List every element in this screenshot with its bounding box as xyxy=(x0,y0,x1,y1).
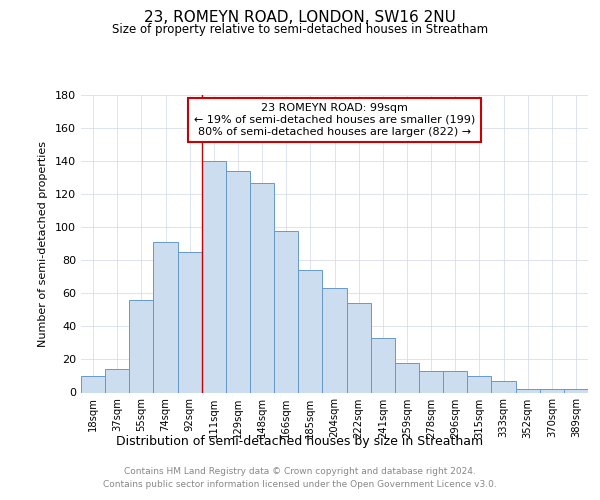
Bar xyxy=(540,389,564,392)
Text: Size of property relative to semi-detached houses in Streatham: Size of property relative to semi-detach… xyxy=(112,22,488,36)
Text: Distribution of semi-detached houses by size in Streatham: Distribution of semi-detached houses by … xyxy=(116,435,484,448)
Text: 23, ROMEYN ROAD, LONDON, SW16 2NU: 23, ROMEYN ROAD, LONDON, SW16 2NU xyxy=(144,10,456,25)
Text: 23 ROMEYN ROAD: 99sqm
← 19% of semi-detached houses are smaller (199)
80% of sem: 23 ROMEYN ROAD: 99sqm ← 19% of semi-deta… xyxy=(194,104,475,136)
Bar xyxy=(129,300,154,392)
Bar xyxy=(395,363,419,392)
Bar xyxy=(419,371,443,392)
Bar xyxy=(322,288,347,393)
Bar xyxy=(250,182,274,392)
Text: Contains public sector information licensed under the Open Government Licence v3: Contains public sector information licen… xyxy=(103,480,497,489)
Bar xyxy=(81,376,105,392)
Bar xyxy=(515,389,540,392)
Bar xyxy=(202,161,226,392)
Bar xyxy=(467,376,491,392)
Bar xyxy=(178,252,202,392)
Bar xyxy=(274,230,298,392)
Bar xyxy=(154,242,178,392)
Bar xyxy=(226,171,250,392)
Bar xyxy=(564,389,588,392)
Bar xyxy=(491,381,515,392)
Text: Contains HM Land Registry data © Crown copyright and database right 2024.: Contains HM Land Registry data © Crown c… xyxy=(124,468,476,476)
Bar xyxy=(105,370,129,392)
Y-axis label: Number of semi-detached properties: Number of semi-detached properties xyxy=(38,141,48,347)
Bar xyxy=(298,270,322,392)
Bar xyxy=(443,371,467,392)
Bar xyxy=(347,303,371,392)
Bar xyxy=(371,338,395,392)
